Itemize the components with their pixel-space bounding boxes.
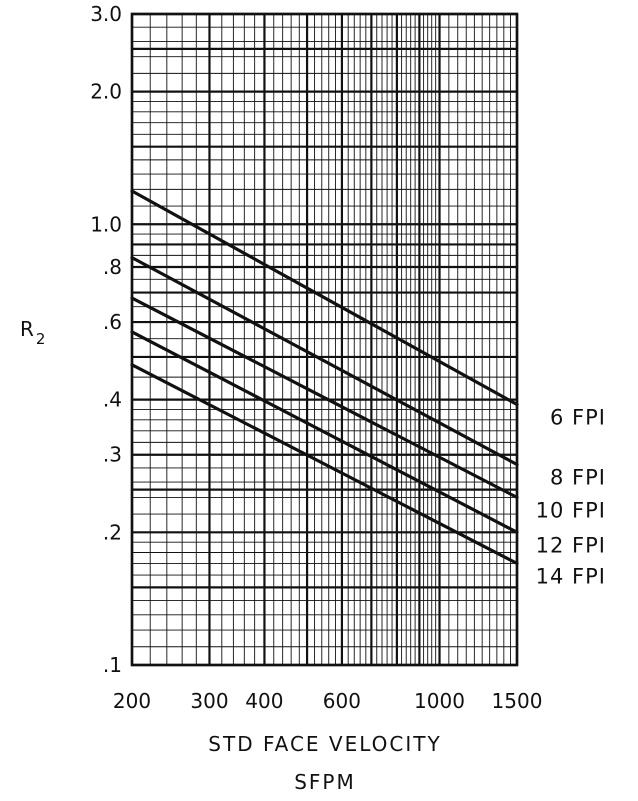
x-tick-labels: 200 300 400 600 1000 1500 — [113, 689, 543, 713]
series-line-5 — [130, 363, 519, 566]
y-tick-label: 1.0 — [90, 212, 122, 236]
y-tick-label: .8 — [103, 255, 122, 279]
grid — [130, 12, 519, 667]
y-tick-label: .3 — [103, 443, 122, 467]
y-tick-label: .1 — [103, 653, 122, 677]
series-line-4 — [130, 330, 519, 534]
series-line-1 — [130, 189, 519, 407]
y-axis-label-subscript: 2 — [36, 330, 48, 348]
x-tick-label: 200 — [113, 689, 151, 713]
x-tick-label: 1000 — [414, 689, 465, 713]
x-axis-subtitle: SFPM — [294, 770, 356, 794]
series-label-2: 8 FPI — [550, 466, 606, 490]
series-lines — [130, 189, 519, 566]
x-tick-label: 1500 — [492, 689, 543, 713]
series-line-3 — [130, 296, 519, 499]
y-tick-labels: .1 .2 .3 .4 .6 .8 1.0 2.0 3.0 — [90, 2, 122, 677]
y-tick-label: .6 — [103, 310, 122, 334]
x-axis-title: STD FACE VELOCITY — [208, 732, 441, 756]
plot-frame — [130, 12, 519, 667]
series-line-2 — [130, 256, 519, 467]
plot-border — [130, 12, 519, 667]
x-tick-label: 400 — [245, 689, 283, 713]
series-label-3: 10 FPI — [536, 498, 606, 522]
y-tick-label: .2 — [103, 520, 122, 544]
series-labels: 6 FPI 8 FPI 10 FPI 12 FPI 14 FPI — [536, 406, 606, 589]
y-tick-label: 2.0 — [90, 80, 122, 104]
series-label-5: 14 FPI — [536, 564, 606, 588]
y-axis-title: R2 — [20, 317, 47, 348]
series-label-1: 6 FPI — [550, 406, 606, 430]
y-tick-label: .4 — [103, 388, 122, 412]
series-label-4: 12 FPI — [536, 533, 606, 557]
y-tick-label: 3.0 — [90, 2, 122, 26]
x-tick-label: 600 — [323, 689, 361, 713]
y-axis-label-main: R — [20, 317, 36, 341]
x-tick-label: 300 — [190, 689, 228, 713]
